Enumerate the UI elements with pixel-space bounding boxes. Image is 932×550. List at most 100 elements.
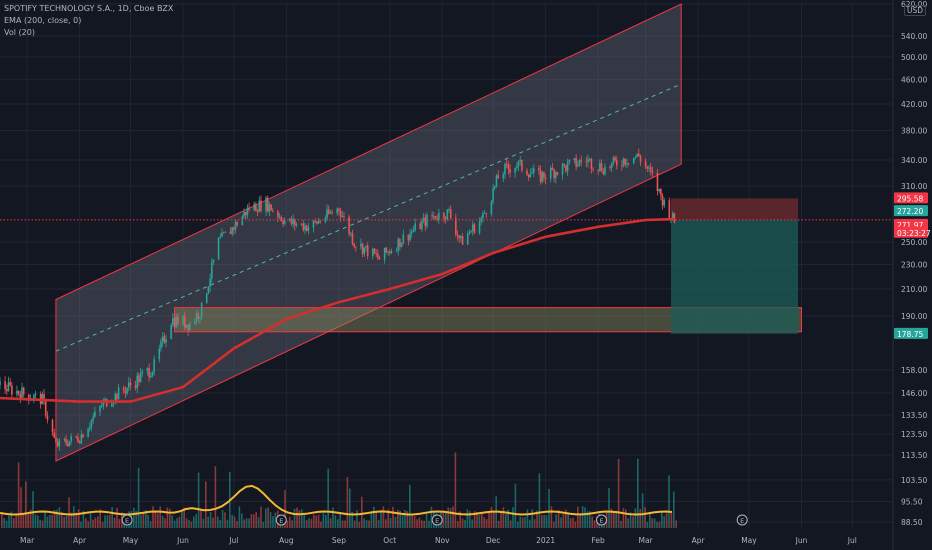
candle-body [89, 426, 91, 429]
volume-bar [49, 514, 51, 528]
candle-body [66, 443, 69, 446]
earnings-label: E [279, 517, 283, 525]
volume-bar [442, 510, 445, 528]
candle-body [44, 401, 47, 416]
candle-body [182, 316, 184, 325]
candle-body [158, 348, 161, 360]
y-tick-label: 88.50 [901, 518, 923, 527]
candle-body [444, 218, 447, 220]
x-tick-label: Mar [20, 536, 35, 545]
volume-bar [478, 515, 481, 528]
candle-body [461, 236, 464, 245]
volume-bar [500, 512, 502, 528]
volume-bar [13, 518, 15, 528]
candle-body [312, 220, 315, 228]
volume-bar [380, 509, 382, 528]
candle-body [455, 218, 457, 235]
candle-body [502, 174, 505, 179]
candle-body [150, 375, 152, 378]
candle-body [21, 387, 23, 399]
candle-body [34, 393, 37, 395]
candle-body [436, 218, 438, 220]
candle-body [373, 248, 376, 254]
candle-body [197, 313, 200, 319]
volume-bar [329, 518, 332, 528]
volume-bar [469, 511, 471, 528]
volume-bar [629, 512, 632, 528]
candle-body [353, 243, 355, 247]
earnings-marker [736, 514, 748, 526]
candle-body [343, 216, 345, 217]
volume-bar [370, 512, 373, 528]
candle-body [173, 317, 176, 328]
x-tick-label: Jun [795, 536, 808, 545]
candle-body [585, 161, 588, 163]
volume-bar [625, 509, 627, 528]
price-label: 272.20 [897, 207, 923, 216]
y-tick-label: 158.00 [901, 366, 927, 375]
candle-body [212, 259, 215, 263]
volume-bar [214, 466, 217, 528]
candle-body [268, 204, 271, 212]
candle-body [517, 161, 520, 167]
candle-body [288, 218, 291, 221]
x-tick-label: Jul [847, 536, 857, 545]
volume-bar [502, 507, 505, 528]
candle-body [205, 293, 208, 303]
candle-body [383, 247, 386, 260]
candle-body [339, 210, 342, 217]
candle-body [419, 223, 422, 230]
volume-bar [569, 518, 572, 528]
time-axis[interactable]: Mar Apr May Jun Jul Aug Sep Oct Nov Dec 2021 Feb Mar… [20, 536, 857, 545]
candle-body [327, 209, 330, 214]
ema-legend[interactable]: EMA (200, close, 0) [4, 16, 82, 25]
volume-bar [183, 507, 185, 528]
x-tick-label: Jul [228, 536, 238, 545]
volume-bar [562, 514, 565, 528]
volume-bar [401, 513, 404, 528]
volume-bar [356, 510, 358, 528]
volume-bar [632, 516, 634, 528]
candle-body [136, 375, 139, 389]
candle-body [139, 372, 142, 383]
volume-bar [514, 483, 517, 528]
volume-legend[interactable]: Vol (20) [4, 28, 35, 37]
candle-body [632, 157, 635, 164]
candle-body [490, 201, 493, 214]
volume-bar [337, 519, 339, 528]
candle-body [421, 221, 423, 230]
candle-body [424, 217, 427, 227]
volume-bar [75, 512, 77, 528]
candle-body [256, 211, 259, 212]
price-axis[interactable]: 88.50 95.50 103.50 113.50 123.50 133.50 146.00… [894, 0, 931, 527]
symbol-title[interactable]: SPOTIFY TECHNOLOGY S.A., 1D, Cboe BZX [4, 4, 174, 13]
candle-body [331, 212, 333, 214]
candle-body [324, 218, 327, 222]
y-tick-label: 190.00 [901, 312, 927, 321]
candle-body [211, 262, 213, 279]
candle-body [627, 163, 630, 165]
candle-body [80, 434, 83, 444]
candle-body [599, 163, 601, 171]
volume-bar [92, 519, 94, 528]
candle-body [0, 381, 1, 386]
volume-bar [473, 511, 476, 528]
currency-badge[interactable]: USD [903, 5, 926, 16]
volume-bar [649, 511, 651, 528]
candle-body [409, 233, 411, 241]
candle-body [172, 317, 174, 325]
candle-body [638, 153, 640, 157]
volume-bar [670, 512, 673, 528]
candle-body [163, 336, 166, 343]
earnings-label: E [435, 517, 439, 525]
y-tick-label: 500.00 [901, 53, 927, 62]
volume-bar [178, 516, 181, 528]
candle-body [402, 234, 405, 243]
volume-bar [58, 507, 61, 528]
candle-body [543, 172, 545, 178]
candle-body [58, 439, 61, 447]
volume-bar [97, 516, 99, 528]
volume-bar [541, 515, 543, 528]
volume-bar [615, 510, 617, 528]
